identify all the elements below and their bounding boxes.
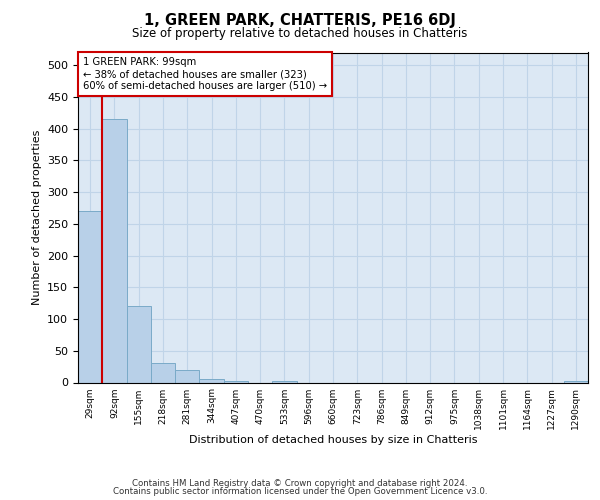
Bar — [127, 306, 151, 382]
X-axis label: Distribution of detached houses by size in Chatteris: Distribution of detached houses by size … — [189, 435, 477, 445]
Bar — [224, 381, 248, 382]
Bar — [78, 211, 102, 382]
Text: 1, GREEN PARK, CHATTERIS, PE16 6DJ: 1, GREEN PARK, CHATTERIS, PE16 6DJ — [144, 12, 456, 28]
Bar — [272, 381, 296, 382]
Bar — [102, 119, 127, 382]
Text: Contains public sector information licensed under the Open Government Licence v3: Contains public sector information licen… — [113, 487, 487, 496]
Bar — [151, 364, 175, 382]
Text: Size of property relative to detached houses in Chatteris: Size of property relative to detached ho… — [133, 28, 467, 40]
Y-axis label: Number of detached properties: Number of detached properties — [32, 130, 41, 305]
Bar — [199, 380, 224, 382]
Text: Contains HM Land Registry data © Crown copyright and database right 2024.: Contains HM Land Registry data © Crown c… — [132, 478, 468, 488]
Text: 1 GREEN PARK: 99sqm
← 38% of detached houses are smaller (323)
60% of semi-detac: 1 GREEN PARK: 99sqm ← 38% of detached ho… — [83, 58, 327, 90]
Bar — [564, 381, 588, 382]
Bar — [175, 370, 199, 382]
